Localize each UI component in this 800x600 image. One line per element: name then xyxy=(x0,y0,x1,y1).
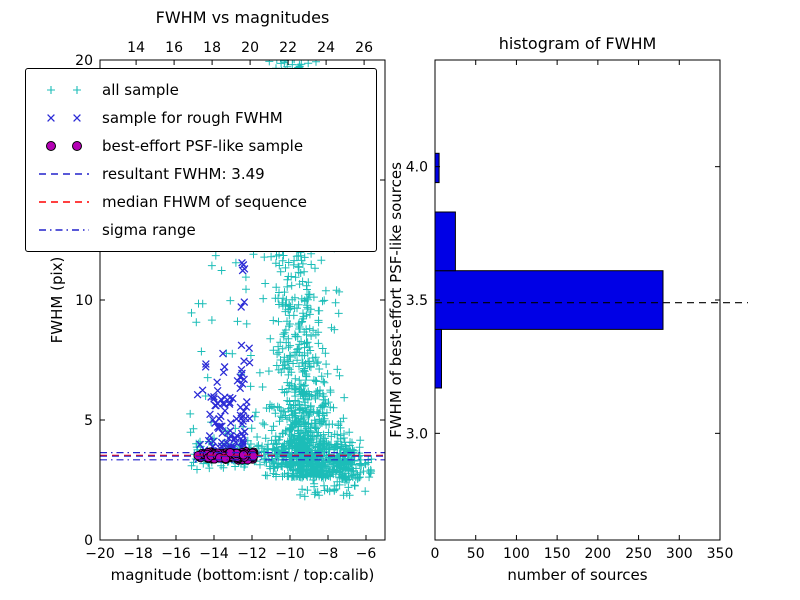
svg-text:250: 250 xyxy=(625,546,652,562)
left-y-axis-label: FWHM (pix) xyxy=(48,256,66,344)
right-x-axis-label: number of sources xyxy=(507,566,648,584)
legend-item-5: sigma range xyxy=(36,220,366,240)
svg-text:0: 0 xyxy=(431,546,440,562)
svg-text:−14: −14 xyxy=(199,546,229,562)
svg-text:26: 26 xyxy=(355,40,373,56)
dashdot-legend-marker-icon xyxy=(39,229,89,231)
histogram-bar xyxy=(434,270,664,330)
svg-text:200: 200 xyxy=(584,546,611,562)
dashed-legend-marker-icon xyxy=(39,201,89,203)
svg-text:18: 18 xyxy=(203,40,221,56)
svg-text:4.0: 4.0 xyxy=(406,160,428,176)
svg-text:300: 300 xyxy=(666,546,693,562)
svg-text:−20: −20 xyxy=(85,546,115,562)
tick-marks xyxy=(99,59,721,541)
legend-item-2: best-effort PSF-like sample xyxy=(36,136,366,156)
legend-label: sample for rough FWHM xyxy=(102,109,283,127)
svg-text:22: 22 xyxy=(279,40,297,56)
svg-text:−12: −12 xyxy=(237,546,267,562)
legend-item-0: all sample xyxy=(36,80,366,100)
svg-text:16: 16 xyxy=(165,40,183,56)
svg-text:14: 14 xyxy=(127,40,145,56)
svg-text:−10: −10 xyxy=(275,546,305,562)
legend-label: resultant FWHM: 3.49 xyxy=(102,165,265,183)
dashed-legend-marker-icon xyxy=(39,173,89,175)
legend-label: all sample xyxy=(102,81,179,99)
legend-label: best-effort PSF-like sample xyxy=(102,137,304,155)
svg-text:0: 0 xyxy=(84,533,93,549)
histogram-bars xyxy=(434,152,664,389)
svg-text:150: 150 xyxy=(544,546,571,562)
plus-legend-marker-icon xyxy=(47,86,81,94)
svg-text:100: 100 xyxy=(503,546,530,562)
legend-label: median FHWM of sequence xyxy=(102,193,307,211)
left-plot-title: FWHM vs magnitudes xyxy=(155,8,330,27)
histogram-bar xyxy=(434,152,440,184)
svg-text:3.0: 3.0 xyxy=(406,426,428,442)
right-y-axis-label: FWHM of best-effort PSF-like sources xyxy=(387,162,405,438)
svg-text:350: 350 xyxy=(707,546,734,562)
right-plot-title: histogram of FWHM xyxy=(498,34,657,53)
legend-item-1: sample for rough FWHM xyxy=(36,108,366,128)
svg-text:−8: −8 xyxy=(318,546,339,562)
svg-text:3.5: 3.5 xyxy=(406,293,428,309)
svg-text:50: 50 xyxy=(467,546,485,562)
svg-text:−18: −18 xyxy=(123,546,153,562)
svg-text:10: 10 xyxy=(75,293,93,309)
legend: all sample sample for rough FWHM best-effo… xyxy=(25,68,377,252)
left-x-axis-label: magnitude (bottom:isnt / top:calib) xyxy=(110,566,375,584)
svg-text:−16: −16 xyxy=(161,546,191,562)
histogram-bar xyxy=(434,211,456,272)
svg-text:24: 24 xyxy=(317,40,335,56)
tick-labels: −20 −18 −16 −14 −12 −10 −8 −6 14 16 18 20 22 24 26 0 5 10… xyxy=(75,40,733,562)
legend-label: sigma range xyxy=(102,221,196,239)
legend-item-4: median FHWM of sequence xyxy=(36,192,366,212)
histogram-bar xyxy=(434,328,442,389)
svg-text:20: 20 xyxy=(75,53,93,69)
svg-text:−6: −6 xyxy=(356,546,377,562)
x-legend-marker-icon xyxy=(47,114,81,122)
legend-item-3: resultant FWHM: 3.49 xyxy=(36,164,366,184)
svg-text:5: 5 xyxy=(84,413,93,429)
circle-legend-marker-icon xyxy=(46,141,82,151)
svg-text:20: 20 xyxy=(241,40,259,56)
